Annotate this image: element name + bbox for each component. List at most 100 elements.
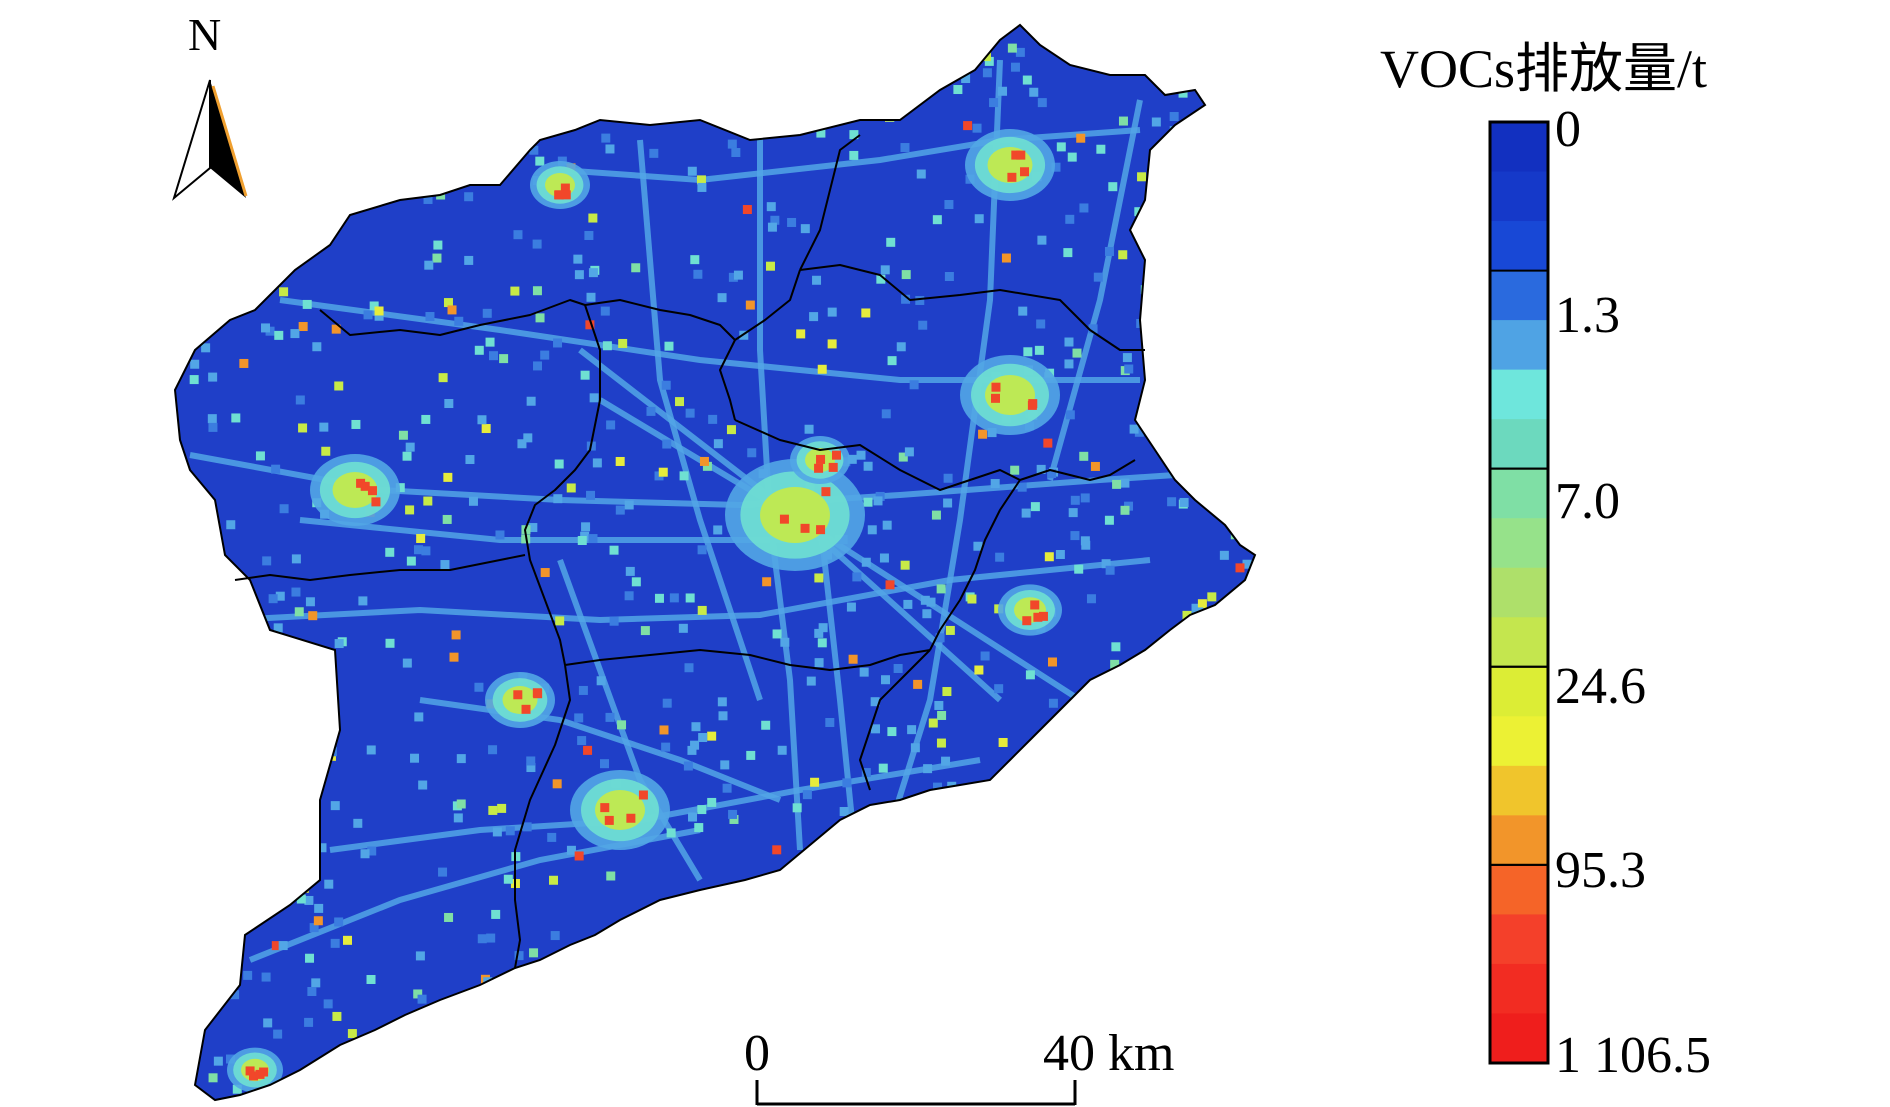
emission-cell (185, 336, 195, 346)
emission-cell (943, 498, 953, 508)
emission-cell (549, 875, 559, 885)
emission-cell (1055, 550, 1065, 560)
emission-cell (271, 941, 281, 951)
emission-cell (672, 1076, 682, 1086)
emission-cell (385, 1041, 395, 1051)
emission-cell (1235, 563, 1245, 573)
emission-cell (298, 423, 308, 433)
emission-cell (1105, 899, 1115, 909)
emission-cell (1043, 438, 1053, 448)
emission-cell (540, 568, 550, 578)
hotspot-cell (360, 481, 370, 491)
emission-cell (1116, 986, 1126, 996)
urban-hotspots (227, 129, 1062, 1093)
emission-cell (1112, 479, 1122, 489)
emission-cell (1208, 403, 1218, 413)
legend-swatch (1490, 815, 1548, 866)
emission-cell (1111, 642, 1121, 652)
emission-cell (784, 121, 794, 131)
emission-cell (697, 805, 707, 815)
emission-cell (1134, 427, 1144, 437)
emission-cell (243, 33, 253, 43)
emission-cell (1022, 75, 1032, 85)
emission-cell (475, 1074, 485, 1084)
emission-cell (887, 356, 897, 366)
emission-cell (742, 205, 752, 215)
road (877, 59, 1003, 861)
emission-cell (711, 72, 721, 82)
emission-cell (491, 909, 501, 919)
legend-label-4: 95.3 (1555, 842, 1646, 899)
emission-cell (746, 750, 756, 760)
emission-cell (935, 633, 945, 643)
emission-cell (573, 254, 583, 264)
emission-cell (641, 112, 651, 122)
emission-cell (581, 102, 591, 112)
emission-cell (225, 874, 235, 884)
emission-cell (1073, 821, 1083, 831)
emission-cell (1155, 741, 1165, 751)
legend-label-0: 0 (1555, 101, 1581, 158)
emission-cell (553, 338, 563, 348)
emission-cell (809, 312, 819, 322)
emission-cell (1220, 241, 1230, 251)
emission-cell (649, 148, 659, 158)
emission-cell (1079, 203, 1089, 213)
emission-cell (1197, 599, 1207, 609)
hotspot-cell (816, 454, 826, 464)
emission-cell (768, 996, 778, 1006)
emission-cell (704, 31, 714, 41)
emission-cell (818, 950, 828, 960)
emission-cell (847, 454, 857, 464)
emission-cell (852, 572, 862, 582)
emission-cell (464, 255, 474, 265)
emission-cell (311, 978, 321, 988)
emission-cell (311, 162, 321, 172)
emission-cell (557, 989, 567, 999)
emission-cell (517, 1056, 527, 1066)
emission-cell (1105, 565, 1115, 575)
road (559, 127, 1141, 184)
emission-cell (532, 239, 542, 249)
emission-cell (888, 943, 898, 953)
emission-cell (1047, 469, 1057, 479)
emission-cell (490, 1068, 500, 1078)
emission-cell (432, 253, 442, 263)
emission-cell (814, 658, 824, 668)
emission-cell (664, 341, 674, 351)
emission-cell (1152, 216, 1162, 226)
emission-cell (673, 65, 683, 75)
emission-cell (588, 268, 598, 278)
emission-cell (358, 596, 368, 606)
emission-cell (588, 213, 598, 223)
emission-cell (669, 593, 679, 603)
emission-cell (275, 719, 285, 729)
emission-cell (943, 877, 953, 887)
emission-cell (302, 299, 312, 309)
emission-cell (578, 953, 588, 963)
emission-cell (303, 220, 313, 230)
emission-cell (697, 182, 707, 192)
emission-cell (332, 1011, 342, 1021)
emission-cell (360, 849, 370, 859)
emission-cell (702, 461, 712, 471)
emission-cell (836, 33, 846, 43)
emission-cell (942, 48, 952, 58)
emission-cell (443, 298, 453, 308)
emission-cell (417, 994, 427, 1004)
emission-cell (1166, 930, 1176, 940)
emission-cell (685, 593, 695, 603)
emission-cell (810, 777, 820, 787)
emission-cell (189, 375, 199, 385)
emission-cell (228, 953, 238, 963)
emission-cell (918, 320, 928, 330)
emission-cell (770, 1090, 780, 1100)
emission-cell (353, 818, 363, 828)
emission-cell (917, 844, 927, 854)
emission-cell (461, 47, 471, 57)
emission-cell (876, 274, 886, 284)
emission-cell (255, 451, 265, 461)
road (299, 517, 800, 543)
hotspot-cell (814, 463, 824, 473)
emission-cell (279, 287, 289, 297)
